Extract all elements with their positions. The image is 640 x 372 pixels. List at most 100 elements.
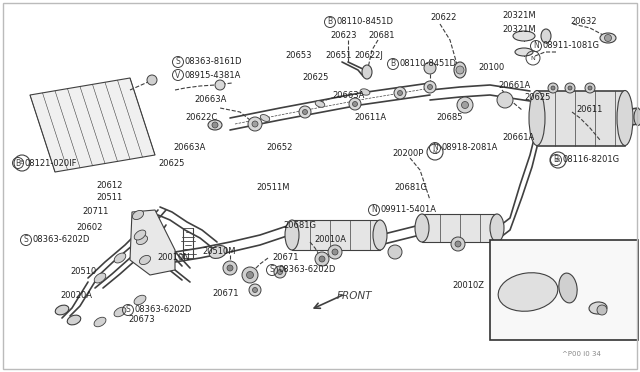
Circle shape xyxy=(246,272,253,279)
Circle shape xyxy=(424,81,436,93)
Text: 08363-6202D: 08363-6202D xyxy=(33,235,90,244)
Ellipse shape xyxy=(600,33,616,43)
FancyBboxPatch shape xyxy=(292,220,380,250)
Circle shape xyxy=(455,241,461,247)
Text: 20612: 20612 xyxy=(96,182,122,190)
Text: 20661A: 20661A xyxy=(502,134,534,142)
Circle shape xyxy=(303,109,307,115)
Circle shape xyxy=(299,106,311,118)
Circle shape xyxy=(428,84,433,90)
Text: 20671: 20671 xyxy=(272,253,298,263)
Ellipse shape xyxy=(490,214,504,242)
Ellipse shape xyxy=(55,305,68,315)
Text: 20632: 20632 xyxy=(570,17,596,26)
Ellipse shape xyxy=(134,230,146,240)
Text: 20673: 20673 xyxy=(128,315,155,324)
Text: 20321M: 20321M xyxy=(502,26,536,35)
Ellipse shape xyxy=(454,62,466,78)
Ellipse shape xyxy=(498,273,558,311)
Circle shape xyxy=(248,117,262,131)
Text: 20663A: 20663A xyxy=(332,92,364,100)
Circle shape xyxy=(457,97,473,113)
Text: 20663A: 20663A xyxy=(194,94,227,103)
Circle shape xyxy=(215,80,225,90)
Text: 08110-8451D: 08110-8451D xyxy=(337,17,394,26)
Text: 20200P: 20200P xyxy=(392,148,424,157)
Text: 20661A: 20661A xyxy=(498,80,531,90)
Text: B: B xyxy=(556,157,560,163)
Text: 20511M: 20511M xyxy=(256,183,289,192)
Text: 08918-2081A: 08918-2081A xyxy=(442,144,498,153)
Circle shape xyxy=(274,266,286,278)
Circle shape xyxy=(551,86,555,90)
Ellipse shape xyxy=(529,90,545,145)
Text: B: B xyxy=(554,155,559,164)
Ellipse shape xyxy=(260,115,269,121)
Ellipse shape xyxy=(589,302,607,314)
Circle shape xyxy=(242,267,258,283)
FancyBboxPatch shape xyxy=(422,214,497,242)
Circle shape xyxy=(212,122,218,128)
Text: 20653: 20653 xyxy=(285,51,312,60)
Text: 20321M: 20321M xyxy=(502,10,536,19)
Circle shape xyxy=(585,83,595,93)
Text: 20623: 20623 xyxy=(330,31,356,39)
Text: B: B xyxy=(328,17,333,26)
Text: 20510: 20510 xyxy=(70,267,96,276)
Circle shape xyxy=(328,245,342,259)
Text: 20681G: 20681G xyxy=(283,221,316,230)
Ellipse shape xyxy=(617,90,633,145)
Text: 20625: 20625 xyxy=(158,158,184,167)
Ellipse shape xyxy=(114,307,126,317)
Ellipse shape xyxy=(415,214,429,242)
Text: S: S xyxy=(175,58,180,67)
Text: 20010A: 20010A xyxy=(314,235,346,244)
Text: ^P00 i0 34: ^P00 i0 34 xyxy=(562,351,601,357)
Text: 20652: 20652 xyxy=(266,144,292,153)
Text: B: B xyxy=(15,158,20,167)
Text: B: B xyxy=(390,60,396,68)
Circle shape xyxy=(349,98,361,110)
Text: N: N xyxy=(531,55,536,61)
Text: 20681: 20681 xyxy=(368,31,394,39)
Text: FRONT: FRONT xyxy=(337,291,372,301)
Circle shape xyxy=(223,261,237,275)
Ellipse shape xyxy=(360,89,370,95)
Circle shape xyxy=(388,245,402,259)
Text: 20622J: 20622J xyxy=(354,51,383,60)
Text: N: N xyxy=(533,42,539,51)
FancyBboxPatch shape xyxy=(537,91,625,146)
Text: N: N xyxy=(433,150,437,154)
Text: 20510M: 20510M xyxy=(202,247,236,257)
Text: 09911-5401A: 09911-5401A xyxy=(381,205,436,215)
Circle shape xyxy=(147,75,157,85)
Text: 20622C: 20622C xyxy=(185,113,217,122)
Circle shape xyxy=(497,92,513,108)
Text: 20685: 20685 xyxy=(436,112,463,122)
Ellipse shape xyxy=(208,120,222,130)
Ellipse shape xyxy=(67,315,81,325)
Text: 20100: 20100 xyxy=(478,64,504,73)
Text: 20625: 20625 xyxy=(524,93,550,103)
Text: 20711: 20711 xyxy=(82,208,108,217)
Circle shape xyxy=(568,86,572,90)
Text: 20602: 20602 xyxy=(76,224,102,232)
Circle shape xyxy=(253,288,257,292)
Polygon shape xyxy=(30,78,155,172)
Text: 20681G: 20681G xyxy=(394,183,427,192)
Circle shape xyxy=(319,256,325,262)
Circle shape xyxy=(397,90,403,96)
Ellipse shape xyxy=(209,246,227,259)
Text: 20671: 20671 xyxy=(212,289,239,298)
Text: 20663A: 20663A xyxy=(173,144,205,153)
Text: 20010N: 20010N xyxy=(157,253,189,263)
Circle shape xyxy=(315,252,329,266)
Text: 20010Z: 20010Z xyxy=(452,280,484,289)
Ellipse shape xyxy=(285,220,299,250)
Ellipse shape xyxy=(132,211,143,219)
Ellipse shape xyxy=(136,235,148,244)
Ellipse shape xyxy=(362,65,372,79)
Circle shape xyxy=(565,83,575,93)
Circle shape xyxy=(278,269,282,275)
Ellipse shape xyxy=(513,31,535,41)
